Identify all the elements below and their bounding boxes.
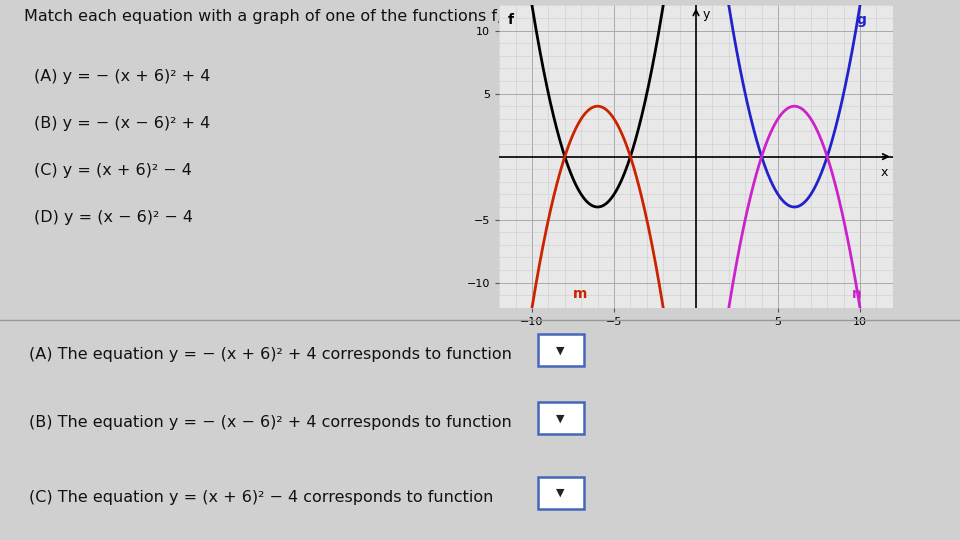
- Text: f: f: [508, 14, 514, 28]
- Text: Match each equation with a graph of one of the functions f, g, m, or n.: Match each equation with a graph of one …: [24, 9, 590, 24]
- FancyBboxPatch shape: [538, 402, 584, 434]
- Text: x: x: [881, 166, 888, 179]
- Text: ▼: ▼: [557, 345, 564, 355]
- Text: g: g: [856, 14, 867, 28]
- Text: (B) y = − (x − 6)² + 4: (B) y = − (x − 6)² + 4: [34, 116, 210, 131]
- Text: m: m: [573, 287, 588, 301]
- Text: y: y: [702, 8, 709, 21]
- Text: (D) y = (x − 6)² − 4: (D) y = (x − 6)² − 4: [34, 210, 193, 225]
- Text: (A) The equation y = − (x + 6)² + 4 corresponds to function: (A) The equation y = − (x + 6)² + 4 corr…: [29, 347, 512, 362]
- Text: ▼: ▼: [557, 488, 564, 498]
- FancyBboxPatch shape: [538, 477, 584, 509]
- Text: (C) y = (x + 6)² − 4: (C) y = (x + 6)² − 4: [34, 163, 191, 178]
- FancyBboxPatch shape: [538, 334, 584, 366]
- Text: ▼: ▼: [557, 413, 564, 423]
- Text: (C) The equation y = (x + 6)² − 4 corresponds to function: (C) The equation y = (x + 6)² − 4 corres…: [29, 490, 493, 505]
- Text: (A) y = − (x + 6)² + 4: (A) y = − (x + 6)² + 4: [34, 69, 210, 84]
- Text: (B) The equation y = − (x − 6)² + 4 corresponds to function: (B) The equation y = − (x − 6)² + 4 corr…: [29, 415, 512, 430]
- Text: n: n: [852, 287, 862, 301]
